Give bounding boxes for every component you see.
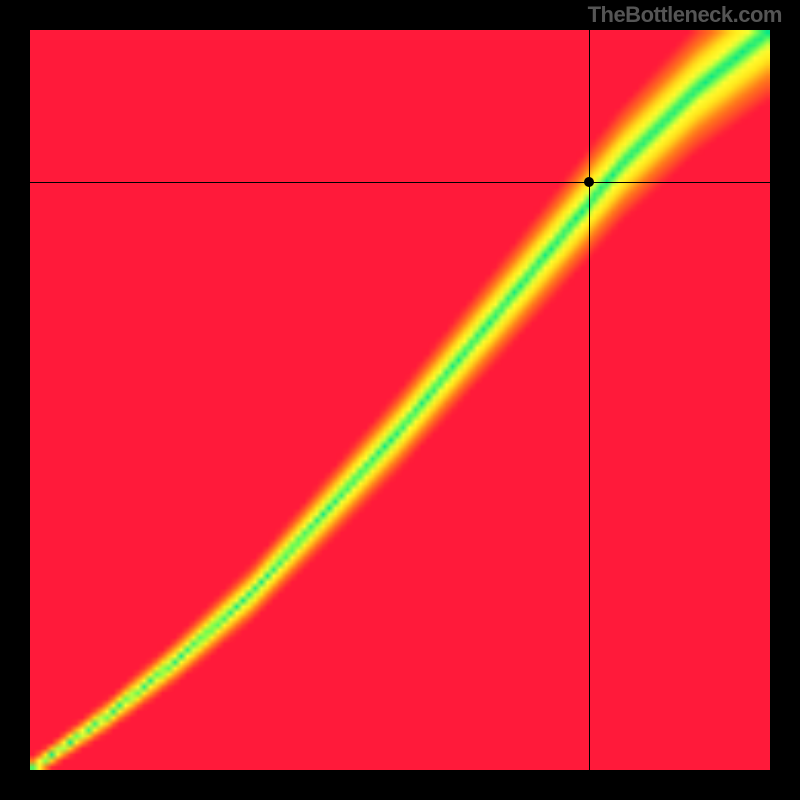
heatmap-canvas [30, 30, 770, 770]
plot-area [30, 30, 770, 770]
watermark-text: TheBottleneck.com [588, 2, 782, 28]
chart-container: TheBottleneck.com [0, 0, 800, 800]
crosshair-horizontal [30, 182, 770, 183]
crosshair-vertical [589, 30, 590, 770]
